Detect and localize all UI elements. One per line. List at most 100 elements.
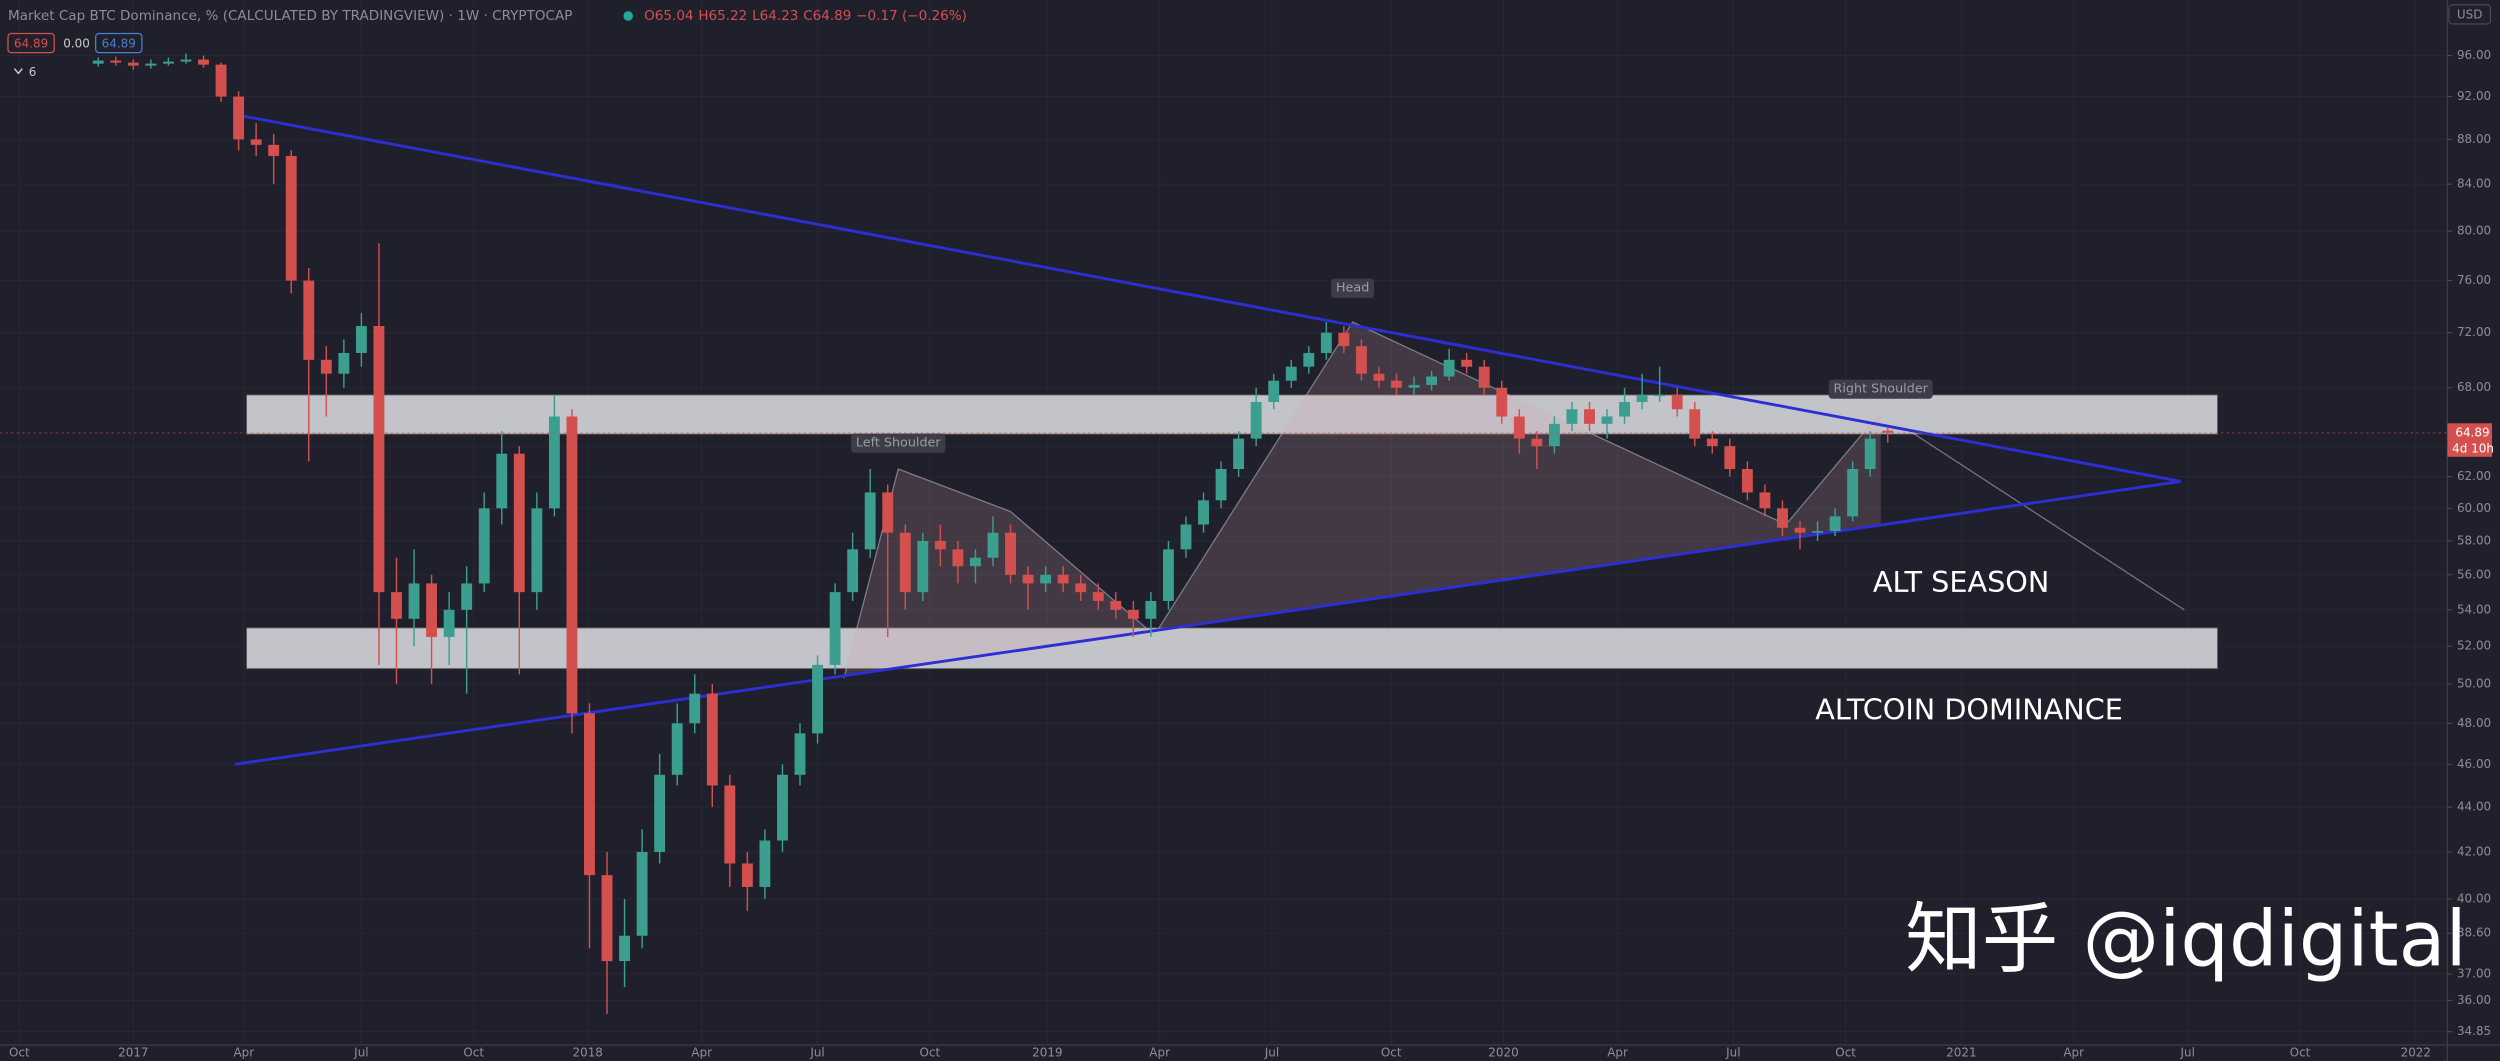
candle-body xyxy=(1303,352,1315,367)
x-tick-label: Jul xyxy=(2180,1046,2195,1060)
badge xyxy=(7,32,55,54)
candle-body xyxy=(1145,600,1157,619)
collapse-icon[interactable] xyxy=(13,68,23,75)
countdown: 4d 10h xyxy=(2452,441,2494,455)
last-price-box xyxy=(2447,423,2493,457)
candle-body xyxy=(285,155,297,281)
pattern-label-box xyxy=(1331,278,1375,298)
candle-body xyxy=(934,540,946,550)
support-zone xyxy=(246,627,2219,670)
x-tick-label: Jul xyxy=(1264,1046,1279,1060)
candle-body xyxy=(812,664,823,734)
candle-body xyxy=(303,280,315,360)
candle-body xyxy=(145,63,157,66)
candle-body xyxy=(1548,423,1560,447)
candle-body xyxy=(689,693,701,724)
candle-body xyxy=(461,583,473,610)
x-tick-label: Jul xyxy=(1725,1046,1740,1060)
candle-body xyxy=(1584,409,1595,424)
badge xyxy=(95,32,143,54)
y-tick-label: 56.00 xyxy=(2457,567,2491,581)
candle-body xyxy=(548,416,560,509)
ohlc-value: −0.17 (−0.26%) xyxy=(856,8,967,24)
y-tick-label: 60.00 xyxy=(2457,501,2491,515)
x-tick-label: 2018 xyxy=(573,1046,603,1060)
x-tick-label: Oct xyxy=(919,1046,940,1060)
zone-label: ALT SEASON xyxy=(1873,565,2049,599)
ohlc-value: O65.04 xyxy=(644,8,693,24)
trendline xyxy=(234,113,2181,483)
candle-body xyxy=(1671,394,1683,410)
ohlc-legend: O65.04 H65.22 L64.23 C64.89 −0.17 (−0.26%) xyxy=(644,8,967,24)
candle-body xyxy=(1566,409,1578,424)
candle-body xyxy=(355,326,367,353)
candle-body xyxy=(1180,524,1192,550)
candle-body xyxy=(426,583,438,637)
y-tick-label: 96.00 xyxy=(2457,48,2491,62)
candle-body xyxy=(215,64,227,97)
x-tick-label: 2020 xyxy=(1488,1046,1518,1060)
x-tick-label: Apr xyxy=(234,1046,255,1060)
x-tick-label: 2019 xyxy=(1032,1046,1062,1060)
y-tick-label: 76.00 xyxy=(2457,273,2491,287)
indicator-count[interactable]: 6 xyxy=(29,65,37,79)
x-tick-label: 2017 xyxy=(118,1046,148,1060)
candle-body xyxy=(1601,416,1613,424)
candle-body xyxy=(1373,373,1385,381)
y-tick-label: 84.00 xyxy=(2457,177,2491,191)
candle-body xyxy=(320,359,332,374)
candle-body xyxy=(391,592,402,619)
x-tick-label: Jul xyxy=(809,1046,824,1060)
candle-body xyxy=(741,863,753,887)
y-tick-label: 68.00 xyxy=(2457,380,2491,394)
candle-body xyxy=(1443,359,1455,377)
candle-body xyxy=(1882,430,1894,433)
candle-body xyxy=(1233,438,1245,469)
candle-body xyxy=(636,851,648,936)
y-tick-label: 44.00 xyxy=(2457,800,2491,814)
candle-body xyxy=(566,416,578,714)
last-price-label: 64.89 xyxy=(2455,425,2489,439)
candle-body xyxy=(1320,332,1332,353)
currency-box xyxy=(2448,4,2491,25)
currency: USD xyxy=(2457,8,2483,22)
y-tick-label: 34.85 xyxy=(2457,1024,2491,1038)
candle-body xyxy=(110,60,122,63)
candle-body xyxy=(1812,531,1823,533)
candle-body xyxy=(1022,574,1034,584)
candle-body xyxy=(864,492,876,550)
y-tick-label: 38.60 xyxy=(2457,926,2491,940)
x-tick-label: 2022 xyxy=(2401,1046,2431,1060)
candle-body xyxy=(706,693,718,786)
candle-body xyxy=(1478,366,1490,388)
x-tick-label: Jul xyxy=(353,1046,368,1060)
candle-body xyxy=(1706,438,1718,447)
candle-body xyxy=(724,785,736,864)
candle-body xyxy=(1198,500,1209,525)
x-tick-label: Apr xyxy=(2063,1046,2084,1060)
y-tick-label: 62.00 xyxy=(2457,469,2491,483)
candle-body xyxy=(882,492,894,533)
candle-body xyxy=(1829,516,1841,532)
x-tick-label: Oct xyxy=(2290,1046,2311,1060)
candle-body xyxy=(1864,438,1876,469)
candles xyxy=(92,53,1894,1014)
candle-body xyxy=(829,592,841,665)
zone-label: ALTCOIN DOMINANCE xyxy=(1815,693,2123,727)
candle-body xyxy=(1215,468,1227,501)
candle-body xyxy=(1513,416,1525,439)
candle-body xyxy=(970,557,981,567)
candle-body xyxy=(1461,359,1473,367)
pattern-label: Right Shoulder xyxy=(1834,382,1929,397)
y-tick-label: 46.00 xyxy=(2457,757,2491,771)
x-tick-label: Apr xyxy=(691,1046,712,1060)
candle-body xyxy=(1285,366,1297,381)
candle-body xyxy=(584,713,595,876)
y-tick-label: 72.00 xyxy=(2457,325,2491,339)
candle-body xyxy=(1777,508,1788,528)
candle-body xyxy=(1724,446,1736,470)
y-tick-label: 37.00 xyxy=(2457,967,2491,981)
candle-body xyxy=(619,935,631,962)
candle-body xyxy=(233,96,245,140)
x-tick-label: Oct xyxy=(1835,1046,1856,1060)
